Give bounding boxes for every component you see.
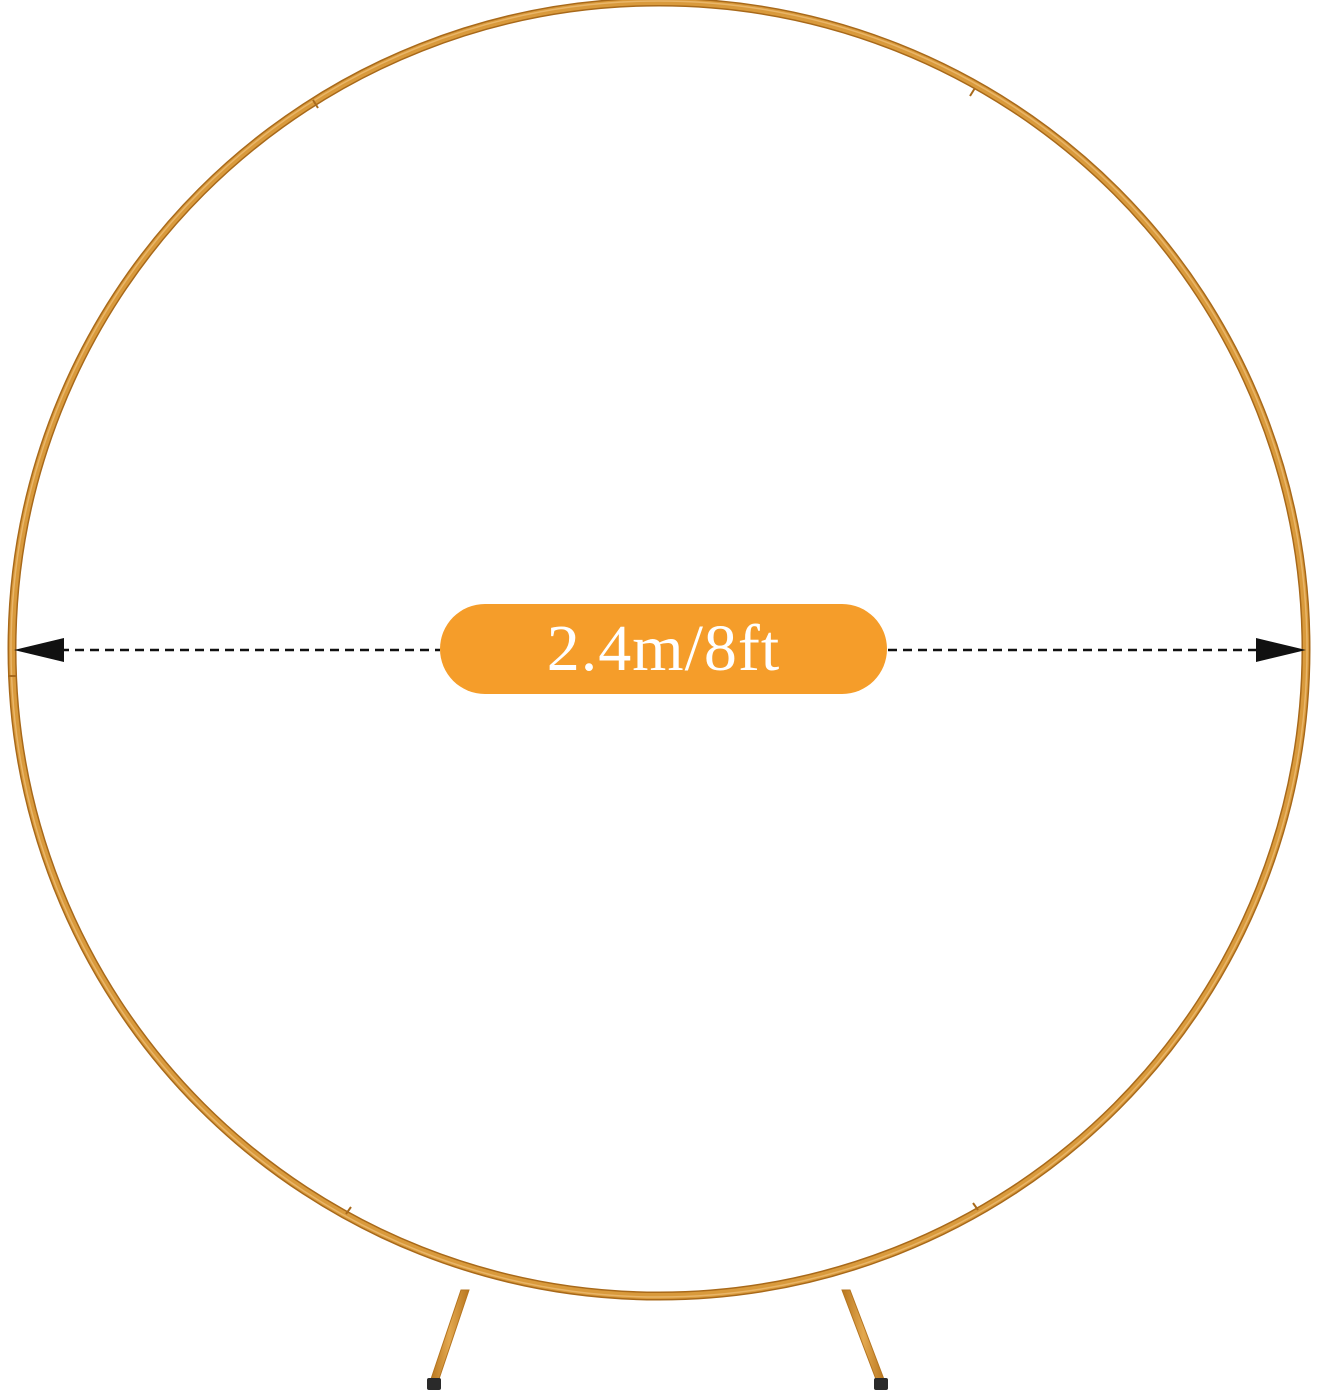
right-arrowhead-icon: [1256, 638, 1306, 662]
right-leg: [841, 1289, 886, 1383]
left-leg: [429, 1289, 470, 1383]
arch-stand-legs: [427, 1289, 888, 1390]
dimension-arrow: [14, 638, 1306, 662]
left-arrowhead-icon: [14, 638, 64, 662]
diameter-label: 2.4m/8ft: [440, 604, 887, 694]
round-arch-frame: [7, 0, 1311, 1301]
right-foot-cap: [874, 1378, 888, 1390]
left-foot-cap: [427, 1378, 441, 1390]
